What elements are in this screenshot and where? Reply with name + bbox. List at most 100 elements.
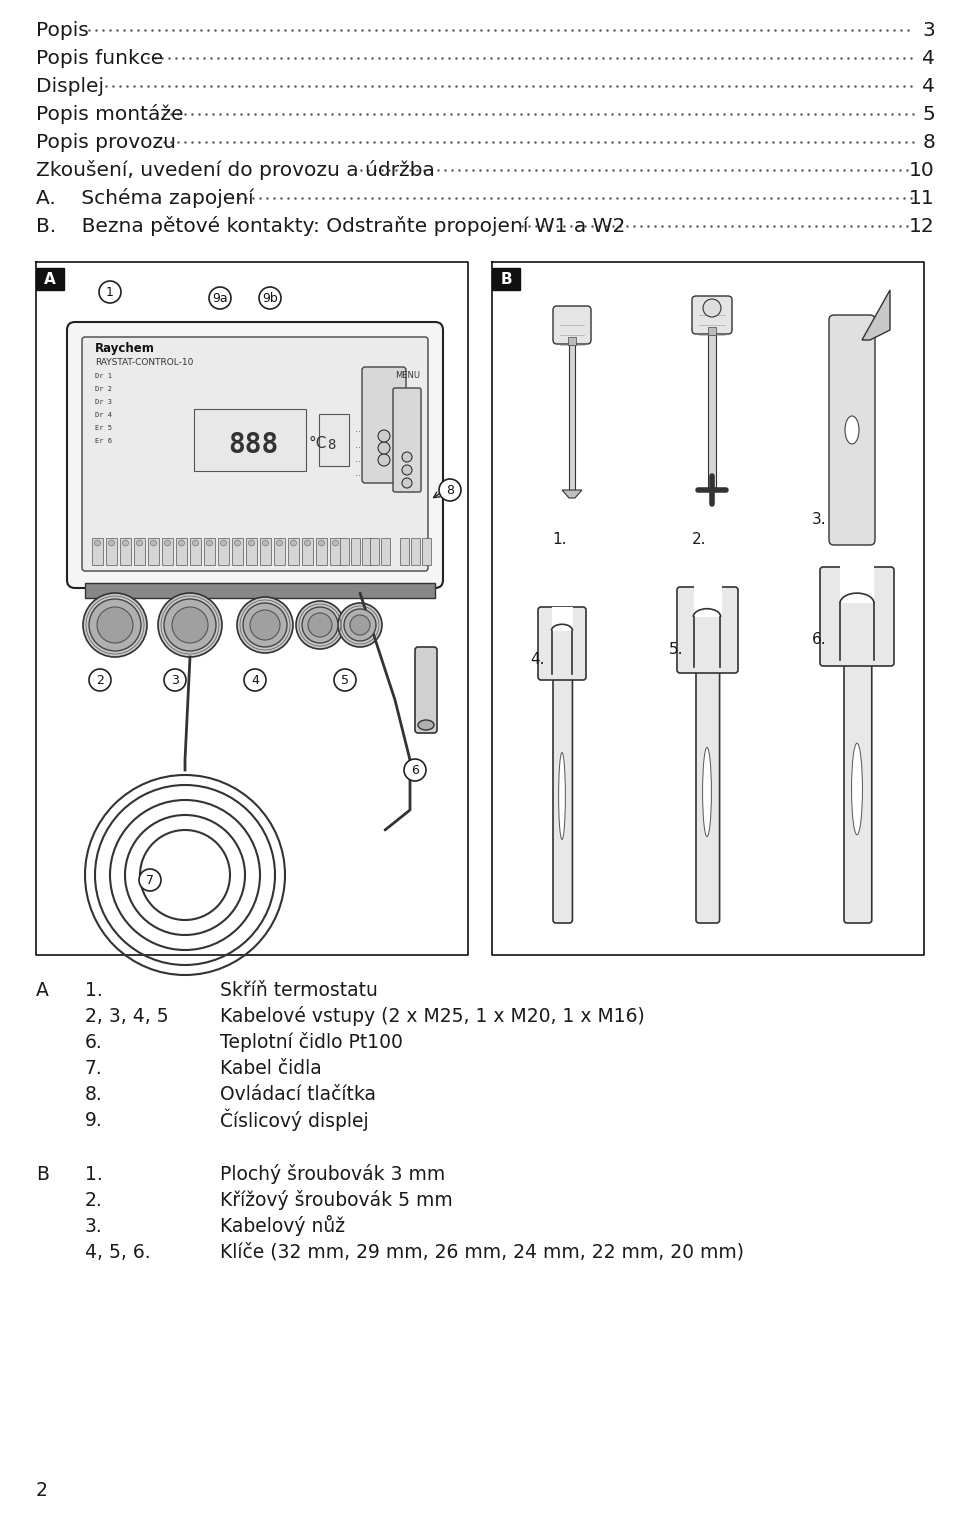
Text: 6: 6 bbox=[411, 764, 419, 777]
Text: 12: 12 bbox=[909, 217, 935, 235]
Text: 9a: 9a bbox=[212, 291, 228, 305]
Bar bbox=[106, 538, 117, 565]
Circle shape bbox=[164, 598, 216, 651]
Text: 11: 11 bbox=[909, 188, 935, 208]
Text: Dr 2: Dr 2 bbox=[95, 386, 112, 392]
Text: 10: 10 bbox=[909, 161, 935, 179]
Circle shape bbox=[123, 539, 129, 545]
Circle shape bbox=[338, 603, 382, 647]
Bar bbox=[370, 538, 379, 565]
Text: 5: 5 bbox=[923, 105, 935, 124]
Text: B.    Bezna pětové kontakty: Odstraňte propojení W1 a W2: B. Bezna pětové kontakty: Odstraňte prop… bbox=[36, 217, 625, 236]
FancyBboxPatch shape bbox=[829, 315, 875, 545]
Bar bbox=[162, 538, 173, 565]
Bar bbox=[330, 538, 341, 565]
Text: 2.: 2. bbox=[692, 532, 707, 547]
FancyBboxPatch shape bbox=[362, 367, 406, 483]
Circle shape bbox=[291, 539, 297, 545]
Text: A: A bbox=[44, 271, 56, 286]
Text: Raychem: Raychem bbox=[95, 342, 155, 355]
Bar bbox=[694, 586, 722, 617]
Text: Křížový šroubovák 5 mm: Křížový šroubovák 5 mm bbox=[220, 1189, 453, 1210]
Circle shape bbox=[259, 286, 281, 309]
Text: 7: 7 bbox=[146, 874, 154, 886]
Circle shape bbox=[378, 430, 390, 442]
Text: 4.: 4. bbox=[530, 653, 544, 668]
Text: 9b: 9b bbox=[262, 291, 277, 305]
Circle shape bbox=[193, 539, 199, 545]
Circle shape bbox=[151, 539, 156, 545]
Text: 8.: 8. bbox=[85, 1085, 103, 1103]
Circle shape bbox=[221, 539, 227, 545]
Text: 9.: 9. bbox=[85, 1110, 103, 1130]
Circle shape bbox=[179, 539, 184, 545]
Text: Popis funkce: Popis funkce bbox=[36, 48, 163, 68]
FancyBboxPatch shape bbox=[82, 336, 428, 571]
Ellipse shape bbox=[852, 744, 862, 835]
Text: °C: °C bbox=[309, 435, 327, 450]
Bar bbox=[422, 538, 431, 565]
Text: 3.: 3. bbox=[85, 1217, 103, 1236]
Text: Ovládací tlačítka: Ovládací tlačítka bbox=[220, 1085, 376, 1103]
Circle shape bbox=[302, 608, 338, 642]
Bar bbox=[232, 538, 243, 565]
Bar bbox=[316, 538, 327, 565]
Circle shape bbox=[172, 608, 208, 642]
Text: Skříň termostatu: Skříň termostatu bbox=[220, 980, 378, 1000]
FancyBboxPatch shape bbox=[553, 306, 591, 344]
Circle shape bbox=[83, 592, 147, 658]
FancyBboxPatch shape bbox=[538, 608, 586, 680]
FancyBboxPatch shape bbox=[692, 295, 732, 333]
Circle shape bbox=[410, 341, 424, 355]
Text: Er 5: Er 5 bbox=[95, 426, 112, 430]
Circle shape bbox=[296, 601, 344, 648]
Circle shape bbox=[164, 670, 186, 691]
Bar bbox=[708, 327, 716, 335]
Circle shape bbox=[99, 280, 121, 303]
Text: Klíče (32 mm, 29 mm, 26 mm, 24 mm, 22 mm, 20 mm): Klíče (32 mm, 29 mm, 26 mm, 24 mm, 22 mm… bbox=[220, 1242, 744, 1262]
Text: 8: 8 bbox=[923, 132, 935, 152]
Circle shape bbox=[108, 539, 114, 545]
Text: 888: 888 bbox=[228, 430, 278, 459]
Text: Dr 3: Dr 3 bbox=[95, 398, 112, 405]
Bar bbox=[400, 538, 409, 565]
Circle shape bbox=[89, 598, 141, 651]
Text: 3.: 3. bbox=[812, 512, 827, 527]
Text: 8: 8 bbox=[327, 438, 335, 451]
Text: 6.: 6. bbox=[812, 632, 827, 647]
Circle shape bbox=[243, 603, 287, 647]
Text: B: B bbox=[36, 1165, 49, 1183]
Bar bbox=[120, 538, 131, 565]
Circle shape bbox=[244, 670, 266, 691]
Circle shape bbox=[206, 539, 212, 545]
Text: 7.: 7. bbox=[85, 1059, 103, 1077]
Circle shape bbox=[332, 539, 339, 545]
Circle shape bbox=[164, 539, 171, 545]
Text: 8: 8 bbox=[446, 483, 454, 497]
Circle shape bbox=[139, 870, 161, 891]
Text: 4: 4 bbox=[923, 76, 935, 95]
Bar bbox=[246, 538, 257, 565]
FancyBboxPatch shape bbox=[393, 388, 421, 492]
Circle shape bbox=[402, 465, 412, 476]
Text: 4: 4 bbox=[923, 48, 935, 68]
Text: 6.: 6. bbox=[85, 1033, 103, 1051]
Bar bbox=[351, 538, 360, 565]
Bar bbox=[190, 538, 201, 565]
Bar bbox=[362, 538, 371, 565]
Text: ··: ·· bbox=[355, 458, 361, 467]
Text: 2: 2 bbox=[36, 1480, 48, 1500]
Text: Popis montáže: Popis montáže bbox=[36, 105, 183, 124]
Circle shape bbox=[404, 759, 426, 782]
Text: Popis provozu: Popis provozu bbox=[36, 132, 176, 152]
Circle shape bbox=[97, 608, 133, 642]
Text: 2, 3, 4, 5: 2, 3, 4, 5 bbox=[85, 1006, 169, 1026]
Bar bbox=[708, 330, 716, 489]
Ellipse shape bbox=[418, 720, 434, 730]
Circle shape bbox=[94, 539, 101, 545]
Circle shape bbox=[378, 454, 390, 467]
Ellipse shape bbox=[703, 747, 711, 836]
Circle shape bbox=[378, 442, 390, 454]
Text: A.    Schéma zapojení: A. Schéma zapojení bbox=[36, 188, 253, 208]
Text: Dr 1: Dr 1 bbox=[95, 373, 112, 379]
